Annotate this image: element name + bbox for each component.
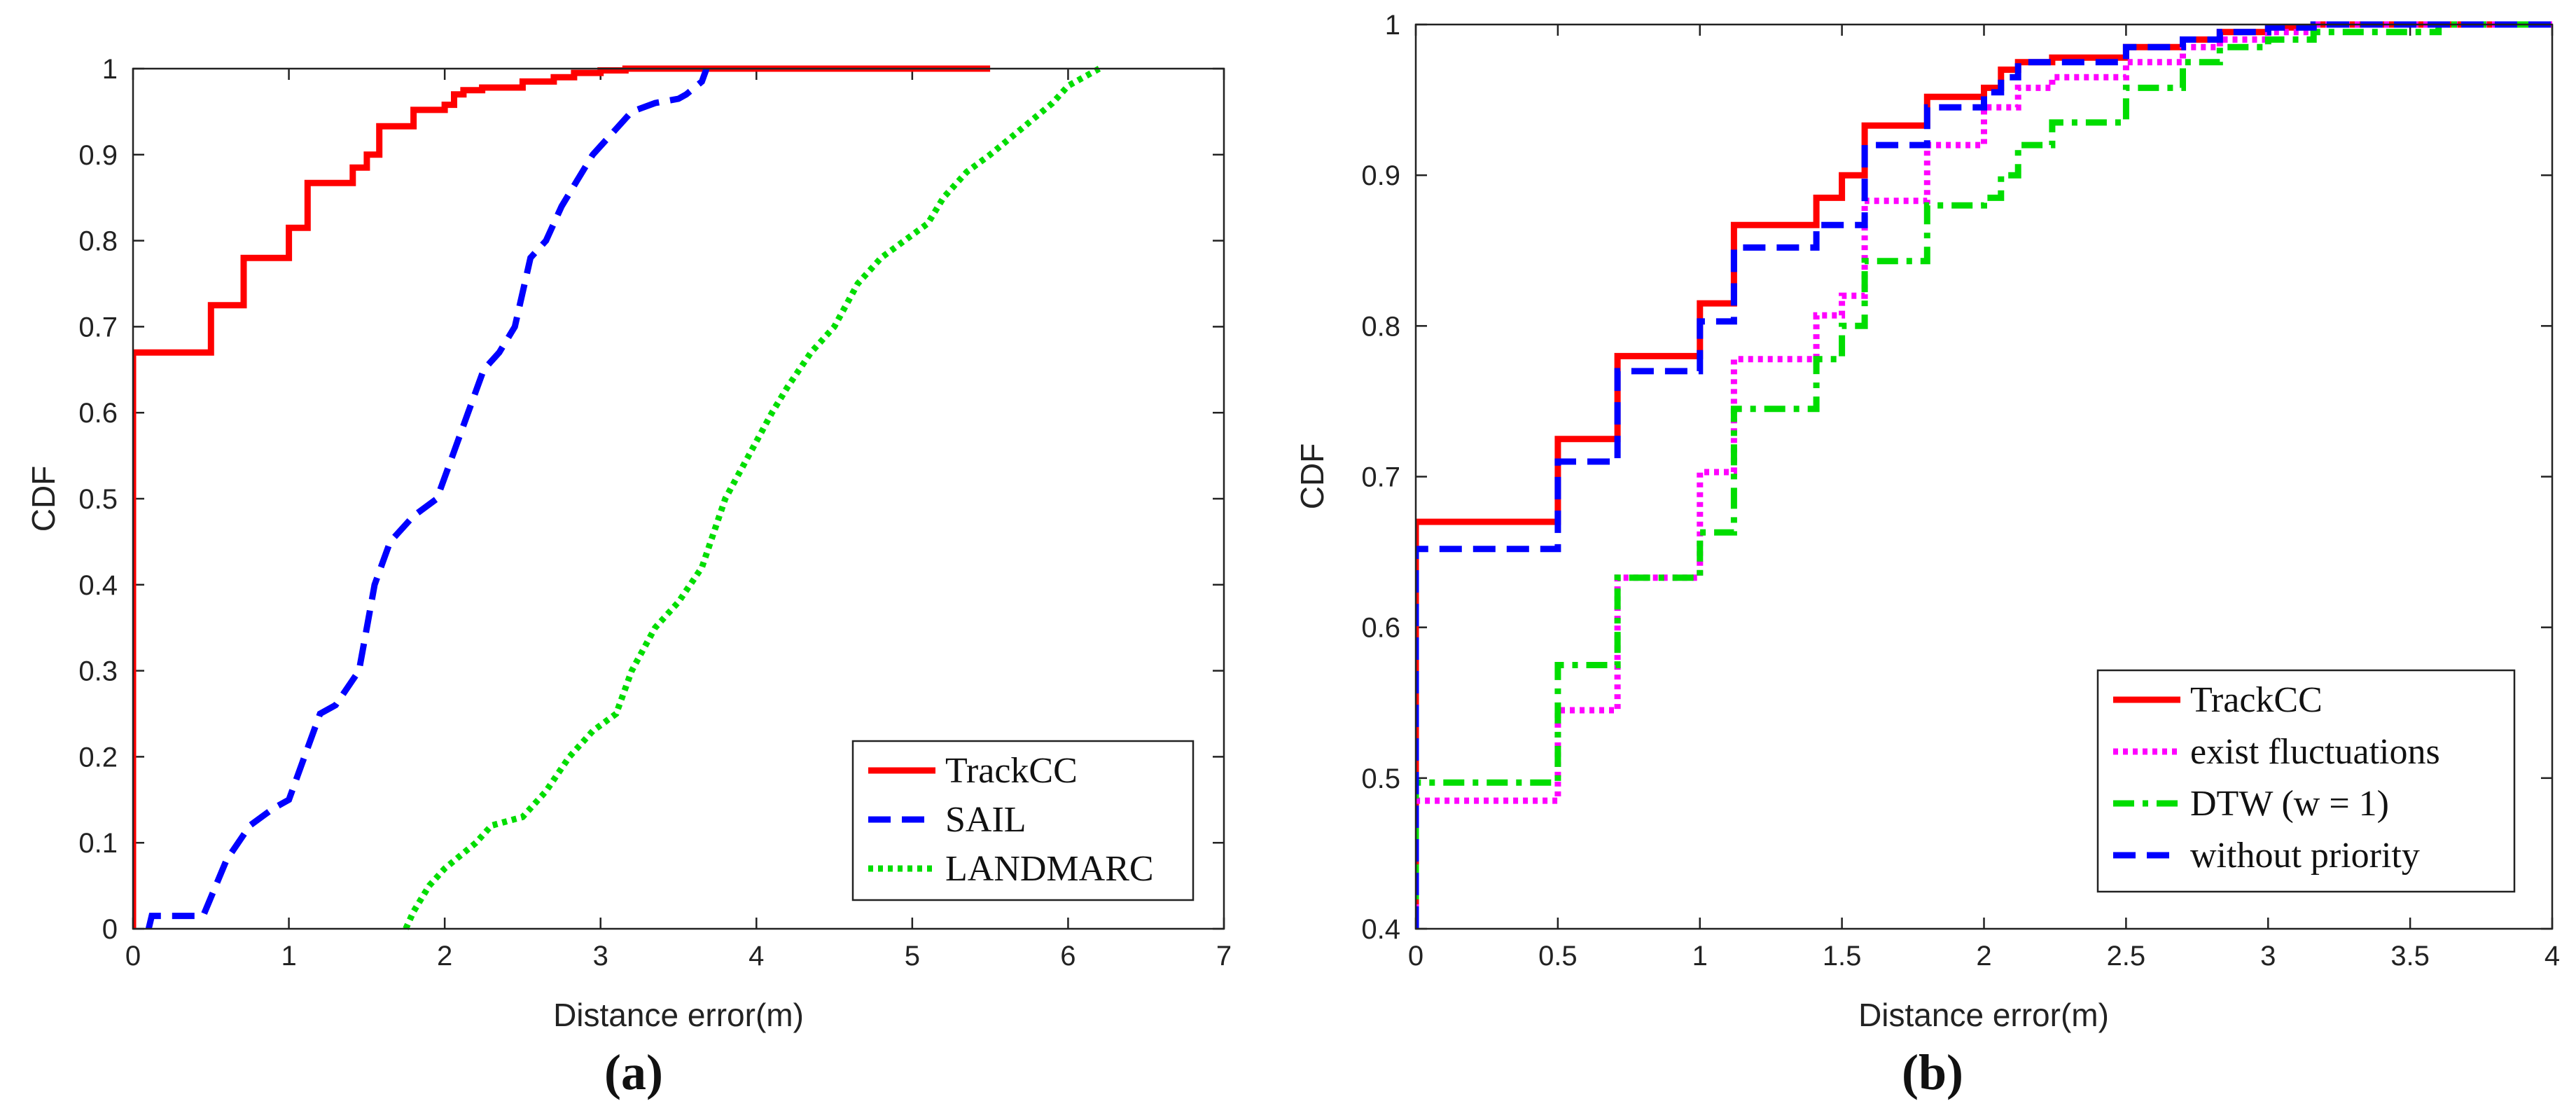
y-axis-label-b: CDF [1294,443,1330,510]
y-tick-label-a: 0.9 [78,140,118,171]
y-tick-label-b: 0.4 [1361,914,1400,945]
x-tick-label-a: 0 [125,941,141,972]
y-tick-label-a: 0.6 [78,398,118,429]
y-tick-label-a: 0 [102,914,118,945]
y-tick-label-b: 1 [1385,10,1400,41]
legend-label-b: exist fluctuations [2190,732,2440,772]
y-axis-label-a: CDF [25,466,62,532]
series-line-sail-a [145,67,710,930]
x-tick-label-b: 3 [2260,941,2276,972]
y-tick-label-a: 1 [102,54,118,85]
legend-label-a: TrackCC [945,751,1078,791]
y-tick-label-a: 0.8 [78,226,118,257]
x-tick-label-a: 2 [437,941,452,972]
x-tick-label-a: 3 [593,941,608,972]
subplot-label-a: (a) [604,1044,663,1100]
series-line-without-priority-b [1416,21,2552,929]
series-line-trackcc-a [133,65,991,929]
y-tick-label-b: 0.8 [1361,311,1400,342]
y-tick-label-b: 0.7 [1361,462,1400,493]
y-tick-label-b: 0.9 [1361,160,1400,191]
x-tick-label-b: 4 [2544,941,2560,972]
x-tick-label-a: 7 [1216,941,1232,972]
x-tick-label-b: 2 [1976,941,1991,972]
x-tick-label-b: 1.5 [1823,941,1862,972]
series-line-landmarc-a [403,66,1101,930]
legend-label-b: TrackCC [2190,680,2323,720]
x-tick-label-a: 6 [1060,941,1075,972]
x-axis-label-a: Distance error(m) [553,997,804,1033]
x-tick-label-a: 4 [749,941,764,972]
x-tick-label-b: 3.5 [2390,941,2430,972]
x-axis-label-b: Distance error(m) [1858,997,2109,1033]
y-tick-label-b: 0.6 [1361,613,1400,644]
x-tick-label-b: 1 [1692,941,1708,972]
y-tick-label-a: 0.7 [78,312,118,343]
x-tick-label-b: 2.5 [2107,941,2146,972]
y-tick-label-a: 0.1 [78,828,118,859]
y-tick-label-a: 0.4 [78,570,118,601]
panel-a: 0 1 2 3 4 5 6 7 0 0.1 0.2 0.3 0.4 0.5 0.6 0.7 0.8 0.9 1 Di… [25,54,1232,1100]
y-tick-label-a: 0.3 [78,656,118,687]
x-tick-label-a: 1 [281,941,296,972]
legend-label-a: LANDMARC [945,849,1154,889]
x-tick-label-a: 5 [905,941,920,972]
x-tick-label-b: 0.5 [1538,941,1578,972]
axes-frame-a [132,67,1225,930]
y-tick-label-b: 0.5 [1361,763,1400,794]
y-tick-label-a: 0.2 [78,742,118,773]
legend-label-b: without priority [2190,836,2420,876]
panel-b: 0 0.5 1 1.5 2 2.5 3 3.5 4 0.4 0.5 0.6 0.7 0.8 0.9 1 Dis… [1294,10,2560,1100]
subplot-label-b: (b) [1902,1044,1963,1100]
x-tick-label-b: 0 [1408,941,1423,972]
legend-label-b: DTW (w = 1) [2190,784,2389,824]
y-tick-label-a: 0.5 [78,484,118,515]
legend-label-a: SAIL [945,800,1026,840]
axes-frame-b [1414,23,2554,930]
